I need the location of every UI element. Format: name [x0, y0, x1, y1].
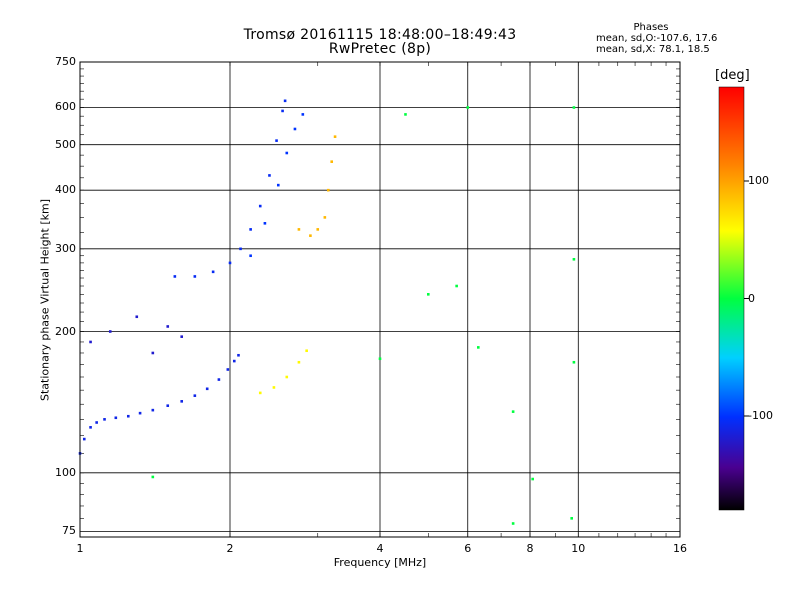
y-tick-label: 200: [55, 324, 76, 338]
echo-point: [572, 257, 576, 261]
echo-point: [217, 378, 221, 381]
x-axis-label: Frequency [MHz]: [333, 556, 427, 569]
echo-point: [572, 360, 576, 364]
echo-point: [228, 261, 232, 265]
echo-point: [232, 359, 236, 363]
x-tick-label: 16: [673, 542, 687, 555]
chart-subtitle: RwPretec (8p): [328, 41, 432, 57]
echo-point: [89, 340, 92, 344]
echo-point: [276, 183, 280, 187]
echo-point: [108, 330, 112, 333]
echo-point: [103, 418, 106, 421]
echo-point: [285, 151, 289, 155]
colorbar-ticks: [744, 180, 749, 417]
echo-point: [531, 477, 534, 481]
y-axis-label: Stationary phase Virtual Height [km]: [38, 198, 52, 402]
phases-title: Phases: [633, 22, 669, 33]
echo-point: [316, 228, 320, 231]
echo-point: [151, 351, 155, 355]
echo-point: [205, 387, 209, 391]
echo-point: [570, 517, 573, 520]
echo-point: [297, 360, 301, 364]
y-tick-label: 75: [62, 524, 76, 538]
echo-point: [333, 135, 337, 138]
echo-point: [126, 414, 130, 418]
echo-point: [95, 421, 98, 424]
echo-point: [466, 106, 470, 109]
echo-point: [455, 284, 458, 288]
x-tick-label: 10: [571, 542, 586, 555]
echo-point: [275, 139, 278, 142]
x-tick-label: 2: [226, 542, 234, 555]
echo-point: [268, 174, 271, 177]
phases-summary: Phases mean, sd,O:-107.6, 17.6 mean, sd,…: [596, 22, 718, 55]
echo-point: [226, 368, 230, 371]
echo-point: [281, 109, 284, 113]
y-tick-label: 600: [55, 100, 76, 114]
y-tick-label: 500: [55, 137, 76, 151]
colorbar-tick-label: 0: [748, 291, 755, 305]
colorbar-tick-label: -100: [748, 409, 773, 422]
echo-point: [297, 228, 301, 231]
echo-point: [180, 400, 184, 403]
echo-point: [327, 188, 330, 192]
echo-point: [249, 228, 252, 231]
echo-point: [138, 411, 142, 415]
grid-lines: [79, 61, 681, 537]
echo-point: [426, 293, 430, 296]
echo-point: [477, 346, 480, 349]
phases-x-mode: mean, sd,X: 78.1, 18.5: [596, 44, 710, 55]
colorbar: [718, 86, 745, 511]
echo-point: [511, 410, 515, 413]
echo-point: [378, 357, 382, 361]
echo-point: [135, 315, 139, 319]
echo-point: [293, 127, 297, 131]
echo-point: [323, 216, 327, 219]
echo-point: [82, 437, 86, 441]
chart-title: Tromsø 20161115 18:48:00–18:49:43: [243, 27, 517, 43]
phases-o-mode: mean, sd,O:-107.6, 17.6: [596, 33, 718, 44]
echo-point: [249, 254, 252, 258]
echo-point: [283, 99, 287, 103]
echo-point: [572, 106, 576, 109]
y-tick-label: 300: [55, 241, 76, 255]
echo-point: [237, 353, 240, 357]
x-tick-label: 1: [76, 542, 84, 555]
echo-point: [511, 522, 515, 525]
echo-point: [180, 335, 184, 338]
echo-point: [151, 475, 155, 479]
echo-point: [173, 275, 177, 278]
echo-point: [211, 270, 215, 274]
x-tick-label: 8: [526, 542, 534, 555]
echo-point: [305, 349, 308, 353]
echo-point: [193, 394, 197, 397]
x-tick-label: 6: [464, 542, 472, 555]
echo-point: [258, 204, 262, 208]
echo-point: [285, 375, 289, 379]
echo-point: [166, 404, 170, 407]
echo-point: [193, 275, 197, 278]
echo-point: [89, 426, 92, 429]
echo-point: [166, 325, 170, 328]
y-tick-label: 100: [55, 465, 76, 479]
echo-point: [301, 113, 305, 116]
echo-point: [272, 386, 276, 389]
echo-point: [309, 234, 312, 237]
echo-point: [263, 222, 267, 225]
colorbar-unit: [deg]: [715, 68, 750, 83]
echo-point: [404, 113, 407, 116]
echo-point: [151, 408, 155, 412]
echo-point: [258, 391, 262, 395]
x-tick-label: 4: [376, 542, 384, 555]
echo-point: [330, 160, 334, 163]
echo-point: [239, 247, 242, 251]
plot-frame: [79, 61, 681, 538]
echo-point: [114, 416, 118, 420]
y-tick-label: 400: [55, 183, 76, 197]
y-tick-label: 750: [55, 55, 76, 68]
data-points: [78, 99, 576, 525]
colorbar-tick-label: 100: [748, 174, 769, 187]
